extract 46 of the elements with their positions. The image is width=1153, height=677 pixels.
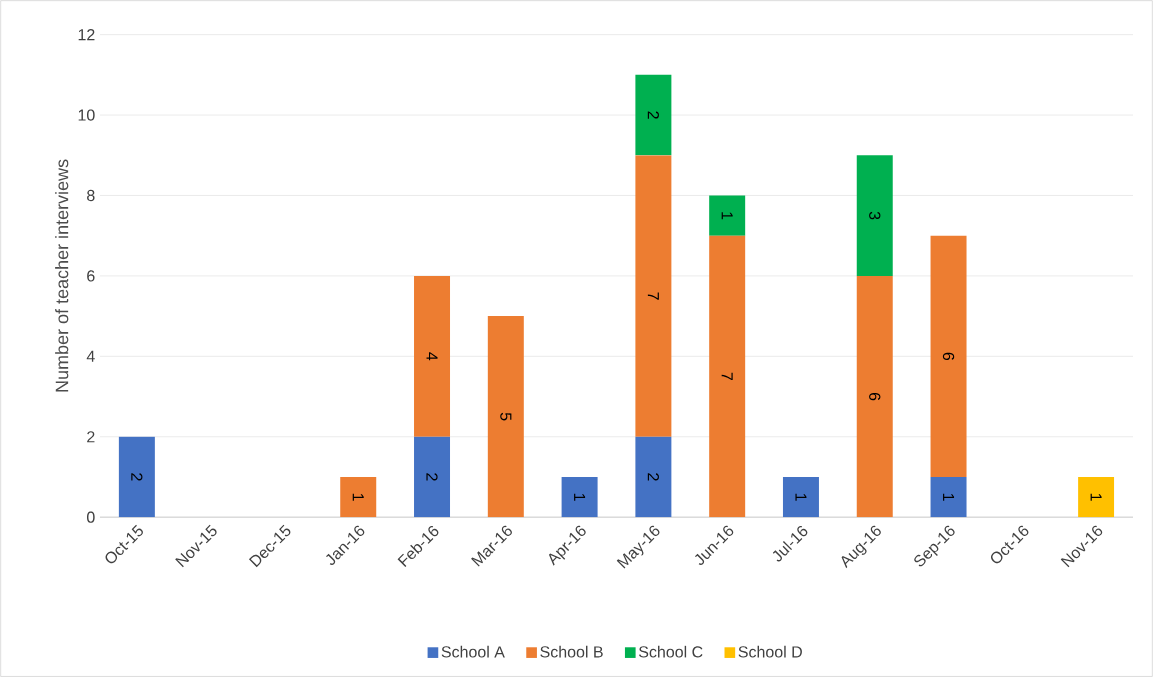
- bar: [782, 476, 819, 518]
- data-label: 1: [795, 493, 807, 501]
- bar: [635, 436, 672, 518]
- data-label: 1: [721, 212, 733, 220]
- data-label: 1: [1090, 493, 1102, 501]
- data-label: 5: [500, 412, 512, 421]
- legend-label: School C: [639, 645, 703, 658]
- bar: [635, 155, 672, 437]
- data-label: 2: [647, 111, 659, 119]
- bar: [635, 74, 672, 156]
- bar: [414, 275, 451, 437]
- data-label: 7: [647, 292, 659, 300]
- bar: [561, 476, 598, 518]
- y-tick-label: 0: [87, 511, 95, 523]
- legend-label: School D: [738, 645, 802, 658]
- bar: [930, 476, 967, 518]
- data-label: 3: [869, 211, 881, 220]
- data-label: 2: [647, 473, 659, 481]
- y-tick-label: 8: [87, 189, 95, 202]
- data-label: 1: [352, 493, 364, 501]
- bar: [340, 476, 377, 518]
- y-tick-label: 2: [87, 431, 95, 443]
- bar: [709, 195, 746, 236]
- data-label: 2: [131, 473, 143, 481]
- y-tick-label: 12: [78, 29, 95, 41]
- data-label: 6: [942, 352, 955, 361]
- bar: [118, 436, 155, 518]
- bar: [1078, 476, 1115, 518]
- legend-label: School A: [441, 645, 505, 658]
- bar: [709, 235, 746, 518]
- data-label: 6: [869, 392, 881, 401]
- legend-label: School B: [540, 645, 603, 658]
- data-label: 7: [721, 372, 733, 381]
- data-label: 2: [426, 473, 438, 481]
- data-label: 4: [426, 352, 438, 361]
- y-axis-title: Number of teacher interviews: [55, 159, 69, 392]
- y-tick-label: 4: [86, 350, 95, 362]
- bar: [414, 436, 451, 518]
- bar: [856, 275, 893, 518]
- bar: [487, 316, 524, 518]
- data-label: 1: [943, 493, 955, 501]
- y-tick-label: 6: [87, 270, 95, 282]
- data-label: 1: [574, 493, 586, 501]
- bar: [930, 235, 967, 477]
- bar: [856, 155, 893, 276]
- y-tick-label: 10: [78, 109, 95, 121]
